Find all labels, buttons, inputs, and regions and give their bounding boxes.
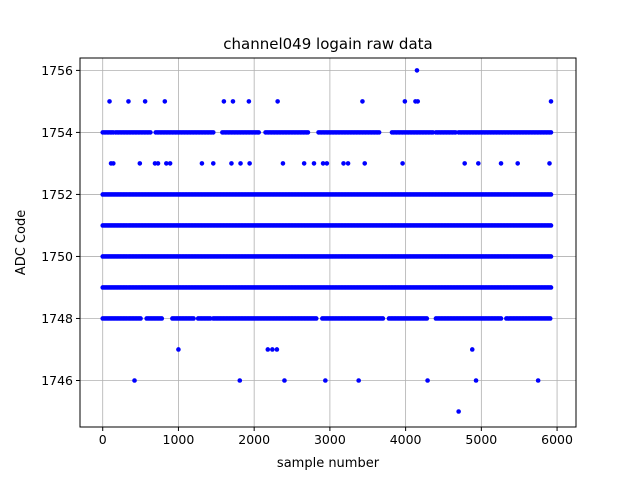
data-point: [535, 378, 541, 383]
data-point: [237, 378, 243, 383]
x-tick-label: 6000: [541, 432, 573, 447]
data-point: [282, 378, 287, 383]
data-point: [414, 68, 420, 73]
data-point: [345, 161, 351, 166]
data-point: [324, 161, 330, 166]
y-tick-label: 1748: [41, 311, 73, 326]
data-point: [270, 347, 275, 352]
x-axis-title: sample number: [277, 456, 380, 471]
data-point: [210, 130, 216, 135]
data-point: [548, 285, 554, 290]
data-point: [323, 378, 328, 383]
data-point: [238, 161, 243, 166]
data-point: [462, 161, 467, 166]
data-point: [111, 161, 116, 166]
y-tick-label: 1754: [41, 125, 73, 140]
data-point: [400, 161, 405, 166]
data-point: [138, 316, 143, 321]
data-point: [313, 316, 319, 321]
data-point: [274, 347, 280, 352]
data-point: [246, 99, 252, 104]
x-tick-label: 1000: [163, 432, 195, 447]
data-point: [547, 316, 553, 321]
data-point: [360, 99, 365, 104]
data-point: [229, 161, 234, 166]
data-point: [247, 161, 252, 166]
data-point: [469, 347, 475, 352]
y-axis-title: ADC Code: [14, 210, 29, 275]
data-point: [221, 99, 227, 104]
data-point: [176, 347, 181, 352]
data-point: [473, 378, 479, 383]
data-point: [415, 99, 421, 104]
x-tick-label: 4000: [390, 432, 422, 447]
data-point: [230, 99, 236, 104]
data-point: [210, 161, 216, 166]
data-point: [362, 161, 368, 166]
data-point: [424, 316, 430, 321]
x-tick-label: 2000: [238, 432, 270, 447]
data-point: [164, 161, 169, 166]
data-point: [341, 161, 346, 166]
data-point: [159, 316, 165, 321]
x-tick-label: 0: [99, 432, 107, 447]
data-point: [162, 99, 168, 104]
data-point: [548, 254, 554, 259]
data-point: [126, 99, 131, 104]
data-point: [498, 316, 504, 321]
y-axis-ticks: 1746 1748 1750 1752 1754 1756: [41, 63, 80, 388]
data-point: [476, 161, 481, 166]
plot-area: [80, 58, 576, 427]
plot-frame: [79, 57, 577, 428]
data-point: [301, 161, 307, 166]
x-tick-label: 5000: [465, 432, 497, 447]
data-point: [356, 378, 361, 383]
data-point: [547, 161, 552, 166]
data-point: [456, 409, 461, 414]
data-point: [402, 99, 408, 104]
data-point: [311, 161, 317, 166]
x-tick-label: 3000: [314, 432, 346, 447]
data-point: [199, 161, 205, 166]
data-point: [548, 192, 554, 197]
data-point: [265, 347, 271, 352]
data-point: [305, 130, 311, 135]
data-point: [548, 99, 554, 104]
chart-title: channel049 logain raw data: [223, 35, 432, 53]
x-axis-ticks: 0 1000 2000 3000 4000 5000 6000: [99, 427, 573, 447]
data-point: [155, 161, 161, 166]
y-tick-label: 1746: [41, 373, 73, 388]
data-point: [320, 161, 326, 166]
data-points: [100, 68, 554, 414]
data-point: [167, 161, 173, 166]
data-point: [425, 378, 430, 383]
y-tick-label: 1752: [41, 187, 73, 202]
data-point: [142, 99, 148, 104]
data-point: [256, 130, 262, 135]
data-point: [498, 161, 504, 166]
data-point: [132, 378, 137, 383]
y-tick-label: 1750: [41, 249, 73, 264]
data-point: [376, 130, 382, 135]
data-point: [275, 99, 280, 104]
data-point: [280, 161, 286, 166]
data-point: [548, 223, 554, 228]
y-tick-label: 1756: [41, 63, 73, 78]
data-point: [107, 99, 112, 104]
data-point: [137, 161, 143, 166]
data-point: [380, 316, 386, 321]
data-point: [515, 161, 520, 166]
data-point: [191, 316, 196, 321]
data-point: [548, 130, 554, 135]
data-point: [148, 130, 153, 135]
